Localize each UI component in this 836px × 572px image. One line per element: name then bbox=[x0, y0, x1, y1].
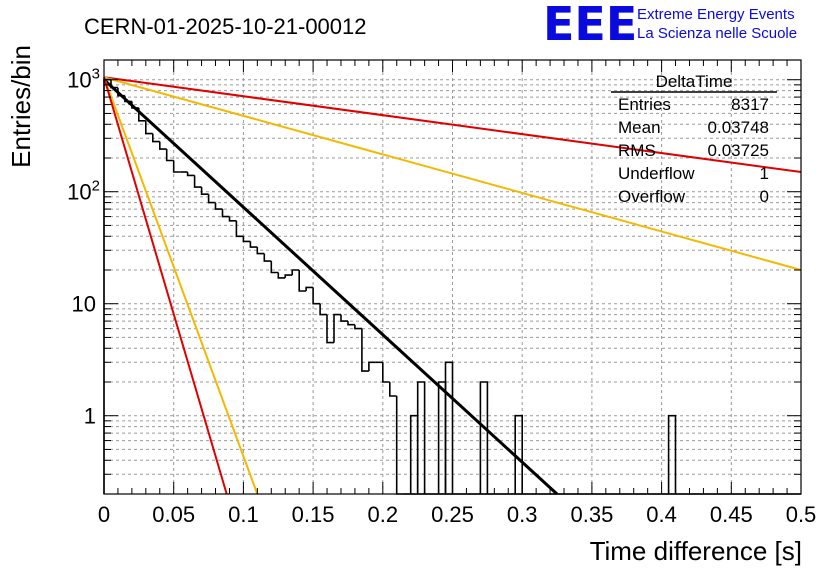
curve-fit bbox=[102, 78, 559, 496]
y-tick-label: 102 bbox=[67, 178, 100, 205]
histogram-bin bbox=[193, 175, 202, 188]
brand-line-2: La Scienza nelle Scuole bbox=[637, 25, 797, 42]
y-tick-label: 103 bbox=[67, 66, 100, 93]
x-tick-label: 0.1 bbox=[228, 502, 259, 527]
histogram-bin bbox=[298, 270, 307, 292]
histogram-bin bbox=[138, 107, 146, 122]
histogram-bin bbox=[354, 324, 362, 330]
histogram-bin bbox=[256, 247, 265, 255]
stats-label-mean: Mean bbox=[618, 118, 661, 137]
histogram-bin bbox=[214, 202, 223, 210]
histogram-bin bbox=[200, 187, 209, 195]
stats-box: DeltaTime Entries 8317 Mean 0.03748 RMS … bbox=[611, 72, 777, 206]
histogram-bin bbox=[382, 362, 390, 383]
x-axis-title: Time difference [s] bbox=[590, 536, 802, 566]
histogram-bin bbox=[165, 149, 174, 162]
curves bbox=[102, 76, 802, 496]
histogram-bin bbox=[117, 87, 125, 97]
curve-red-fast bbox=[103, 77, 228, 495]
histogram-bin bbox=[333, 313, 341, 343]
curve-orange-fast bbox=[103, 76, 259, 495]
x-tick-label: 0.45 bbox=[710, 502, 753, 527]
x-tick-label: 0.2 bbox=[368, 502, 399, 527]
y-tick-label: 10 bbox=[72, 292, 96, 317]
histogram-spike-bin bbox=[409, 414, 419, 494]
histogram-bin bbox=[263, 253, 272, 262]
histogram-bin bbox=[221, 209, 230, 218]
x-tick-label: 0.05 bbox=[152, 502, 195, 527]
x-tick-label: 0.15 bbox=[292, 502, 335, 527]
histogram-bin bbox=[172, 160, 181, 173]
histogram-spike-bin bbox=[667, 414, 677, 494]
histogram-bin bbox=[124, 95, 132, 103]
histogram-bin bbox=[340, 314, 348, 322]
stats-label-rms: RMS bbox=[618, 141, 656, 160]
curve-orange-slow bbox=[103, 76, 802, 271]
curve-red-slow bbox=[103, 76, 802, 173]
eee-logo: EEE bbox=[543, 0, 637, 51]
histogram-bin bbox=[249, 241, 258, 248]
stats-label-entries: Entries bbox=[618, 95, 671, 114]
x-tick-label: 0.4 bbox=[646, 502, 677, 527]
histogram-bin bbox=[319, 303, 327, 316]
histogram-bin bbox=[110, 79, 118, 89]
histogram-bin bbox=[389, 382, 397, 397]
histogram-bin bbox=[207, 194, 216, 204]
histogram-bin bbox=[228, 216, 237, 222]
stats-label-overflow: Overflow bbox=[618, 187, 686, 206]
y-axis-title: Entries/bin bbox=[6, 45, 36, 168]
histogram-spike-bin bbox=[437, 381, 447, 494]
y-tick-label: 1 bbox=[84, 404, 96, 429]
histogram-bin bbox=[235, 220, 244, 238]
histogram-bin bbox=[368, 361, 376, 372]
brand-line-1: Extreme Energy Events bbox=[637, 6, 795, 23]
histogram-bin bbox=[284, 274, 293, 278]
histogram-bin bbox=[242, 236, 251, 243]
histogram-bin bbox=[152, 133, 160, 143]
stats-label-underflow: Underflow bbox=[618, 164, 695, 183]
x-tick-label: 0.5 bbox=[786, 502, 817, 527]
histogram-spike-bin bbox=[514, 414, 523, 494]
histogram-bin bbox=[270, 261, 279, 274]
stats-value-rms: 0.03725 bbox=[708, 141, 769, 160]
stats-title: DeltaTime bbox=[656, 72, 733, 91]
x-tick-label: 0.35 bbox=[570, 502, 613, 527]
histogram-bin bbox=[186, 172, 195, 177]
histogram-bin bbox=[347, 321, 355, 326]
histogram-bin bbox=[395, 396, 404, 495]
histogram-bin bbox=[103, 78, 111, 494]
histogram-bin bbox=[277, 272, 286, 279]
histogram-spike-bin bbox=[479, 381, 489, 494]
histogram-bin bbox=[291, 269, 300, 276]
stats-value-mean: 0.03748 bbox=[708, 118, 769, 137]
axis-ticks: 0 0.05 0.1 0.15 0.2 0.25 0.3 0.35 0.4 0.45 0.51101… bbox=[67, 60, 816, 527]
histogram-spike-bin bbox=[444, 361, 454, 494]
histogram-bin bbox=[131, 101, 139, 109]
stats-value-overflow: 0 bbox=[760, 187, 769, 206]
histogram-bin bbox=[326, 314, 334, 344]
histogram-spike-bin bbox=[416, 381, 426, 494]
histogram-bin bbox=[159, 141, 167, 150]
histogram-bin bbox=[361, 328, 369, 372]
run-title: CERN-01-2025-10-21-00012 bbox=[84, 14, 367, 39]
histogram-bin bbox=[312, 287, 321, 305]
histogram-bin bbox=[305, 286, 314, 291]
x-tick-label: 0.25 bbox=[431, 502, 474, 527]
x-tick-label: 0.3 bbox=[507, 502, 538, 527]
stats-value-entries: 8317 bbox=[731, 95, 769, 114]
histogram-bin bbox=[145, 120, 153, 135]
stats-value-underflow: 1 bbox=[760, 164, 769, 183]
x-tick-label: 0 bbox=[98, 502, 110, 527]
